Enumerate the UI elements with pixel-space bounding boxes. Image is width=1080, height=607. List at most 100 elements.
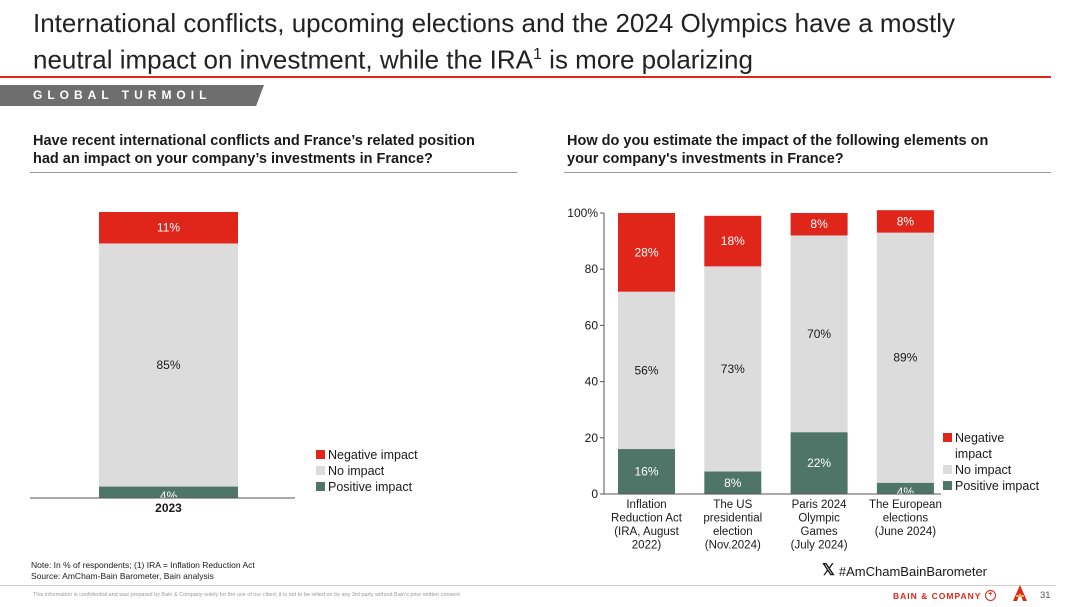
right-question: How do you estimate the impact of the fo…	[567, 132, 1047, 168]
confidentiality-notice: This information is confidential and was…	[33, 592, 460, 598]
right-chart-category-label: (July 2024)	[791, 540, 848, 552]
right-chart-bar-2-segment-1	[704, 471, 762, 494]
page-title: International conflicts, upcoming electi…	[33, 8, 1043, 76]
legend-label-negative-line-1: Negative	[955, 431, 1005, 445]
footnote-note: Note: In % of respondents; (1) IRA = Inf…	[31, 560, 255, 570]
right-legend-positive: Positive impact	[943, 478, 1039, 494]
right-chart-data-label: 8%	[724, 476, 742, 490]
right-chart-bar-2-segment-3	[704, 215, 762, 267]
legend-swatch-no-impact	[943, 465, 952, 474]
right-chart-category-label: The US	[713, 499, 752, 511]
right-chart-category-label: (June 2024)	[875, 526, 937, 538]
right-legend: Negative impact No impact Positive impact	[943, 430, 1039, 494]
brand-name: BAIN & COMPANY	[893, 590, 982, 601]
right-chart-bar-1-segment-3	[618, 213, 675, 292]
right-chart-category-label: (IRA, August	[614, 526, 679, 538]
right-chart-category-label: Reduction Act	[611, 513, 683, 525]
right-chart-y-tick-label: 0	[591, 487, 598, 501]
left-chart-bar-1-segment-2	[99, 243, 238, 487]
legend-swatch-no-impact	[316, 466, 325, 475]
right-chart-y-tick-label: 80	[585, 262, 599, 276]
right-chart-category-label: Games	[801, 526, 838, 538]
left-legend-negative: Negative impact	[316, 447, 418, 463]
legend-swatch-positive	[316, 482, 325, 491]
section-banner: GLOBAL TURMOIL	[0, 85, 264, 106]
right-chart-bar-4-segment-1	[876, 482, 934, 494]
right-chart-bar-4-segment-3	[876, 210, 934, 233]
left-chart-data-label: 85%	[156, 358, 180, 372]
left-chart-data-label: 11%	[157, 221, 180, 235]
legend-label-negative-line-2: impact	[955, 447, 992, 461]
title-line-2-text: neutral impact on investment, while the …	[33, 44, 534, 75]
right-chart-category-label: Inflation	[626, 499, 666, 511]
right-chart-data-label: 22%	[807, 456, 831, 470]
left-question: Have recent international conflicts and …	[33, 132, 533, 168]
right-chart-bar-3-segment-3	[790, 213, 848, 236]
title-superscript: 1	[533, 46, 542, 63]
right-chart-category-label: The European	[869, 499, 942, 511]
right-chart-data-label: 73%	[721, 362, 745, 376]
right-chart-category-label: Paris 2024	[792, 499, 848, 511]
title-line-2: neutral impact on investment, while the …	[33, 39, 1043, 76]
right-chart-bar-2-segment-2	[704, 266, 762, 472]
right-chart-category-label: 2022)	[632, 540, 662, 552]
title-divider	[0, 76, 1051, 78]
legend-swatch-positive	[943, 481, 952, 490]
right-chart-data-label: 89%	[893, 351, 917, 365]
left-legend: Negative impact No impact Positive impac…	[316, 447, 418, 495]
right-chart-category-label: election	[713, 526, 753, 538]
footnote: Note: In % of respondents; (1) IRA = Inf…	[31, 560, 255, 582]
left-question-line-2: had an impact on your company’s investme…	[33, 151, 433, 167]
left-question-rule	[30, 172, 517, 173]
right-chart-bar-3-segment-1	[790, 432, 848, 494]
right-chart-data-label: 8%	[810, 217, 828, 231]
right-chart-bar-1-segment-2	[618, 291, 675, 450]
left-chart-bar-1-segment-1	[99, 486, 238, 498]
right-chart-data-label: 56%	[634, 363, 658, 377]
right-chart-bar-4-segment-2	[876, 232, 934, 483]
legend-label-no-impact: No impact	[955, 463, 1012, 477]
right-question-rule	[564, 172, 1051, 173]
page-number: 31	[1040, 590, 1051, 601]
right-chart-category-label: elections	[883, 513, 929, 525]
bain-circle-icon: +	[985, 590, 997, 601]
right-chart-y-tick-label: 60	[585, 318, 599, 332]
section-label: GLOBAL TURMOIL	[33, 88, 212, 102]
legend-label-positive: Positive impact	[955, 479, 1040, 493]
left-chart-category-label: 2023	[155, 501, 182, 515]
amcham-logo-icon	[1013, 585, 1027, 601]
right-chart-data-label: 70%	[807, 327, 831, 341]
right-chart-bar-1-segment-1	[618, 449, 675, 494]
right-chart-y-tick-label: 40	[585, 375, 599, 389]
hashtag[interactable]: 𝕏 #AmChamBainBarometer	[822, 563, 987, 579]
title-line-2-suffix: is more polarizing	[541, 44, 753, 75]
left-chart-bar-1-segment-3	[99, 212, 238, 244]
right-legend-no-impact: No impact	[943, 462, 1039, 478]
right-chart-data-label: 4%	[897, 485, 915, 499]
legend-label-no-impact: No impact	[328, 464, 385, 478]
right-chart-data-label: 28%	[634, 245, 658, 259]
legend-label-positive: Positive impact	[328, 480, 413, 494]
left-legend-positive: Positive impact	[316, 479, 418, 495]
right-chart-data-label: 16%	[634, 465, 658, 479]
legend-label-negative: Negative impact	[955, 430, 1004, 462]
left-question-line-1: Have recent international conflicts and …	[33, 133, 475, 149]
right-chart-y-tick-label: 20	[585, 431, 599, 445]
legend-swatch-negative	[943, 433, 952, 442]
right-chart-category-label: Olympic	[798, 513, 840, 525]
x-logo-icon: 𝕏	[822, 562, 835, 579]
right-chart-category-label: (Nov.2024)	[705, 540, 761, 552]
right-question-line-2: your company's investments in France?	[567, 151, 844, 167]
hashtag-text: #AmChamBainBarometer	[838, 563, 988, 579]
legend-label-negative: Negative impact	[328, 448, 418, 462]
right-chart-category-label: presidential	[703, 513, 762, 525]
right-chart-bar-3-segment-2	[790, 235, 848, 433]
right-chart-data-label: 8%	[897, 214, 915, 228]
right-question-line-1: How do you estimate the impact of the fo…	[567, 133, 989, 149]
footnote-source: Source: AmCham-Bain Barometer, Bain anal…	[31, 571, 214, 581]
right-chart-y-tick-label: 100%	[567, 206, 598, 220]
left-chart-data-label: 4%	[160, 489, 178, 503]
bain-logo: BAIN & COMPANY +	[893, 590, 997, 601]
footer-divider	[0, 585, 1056, 586]
